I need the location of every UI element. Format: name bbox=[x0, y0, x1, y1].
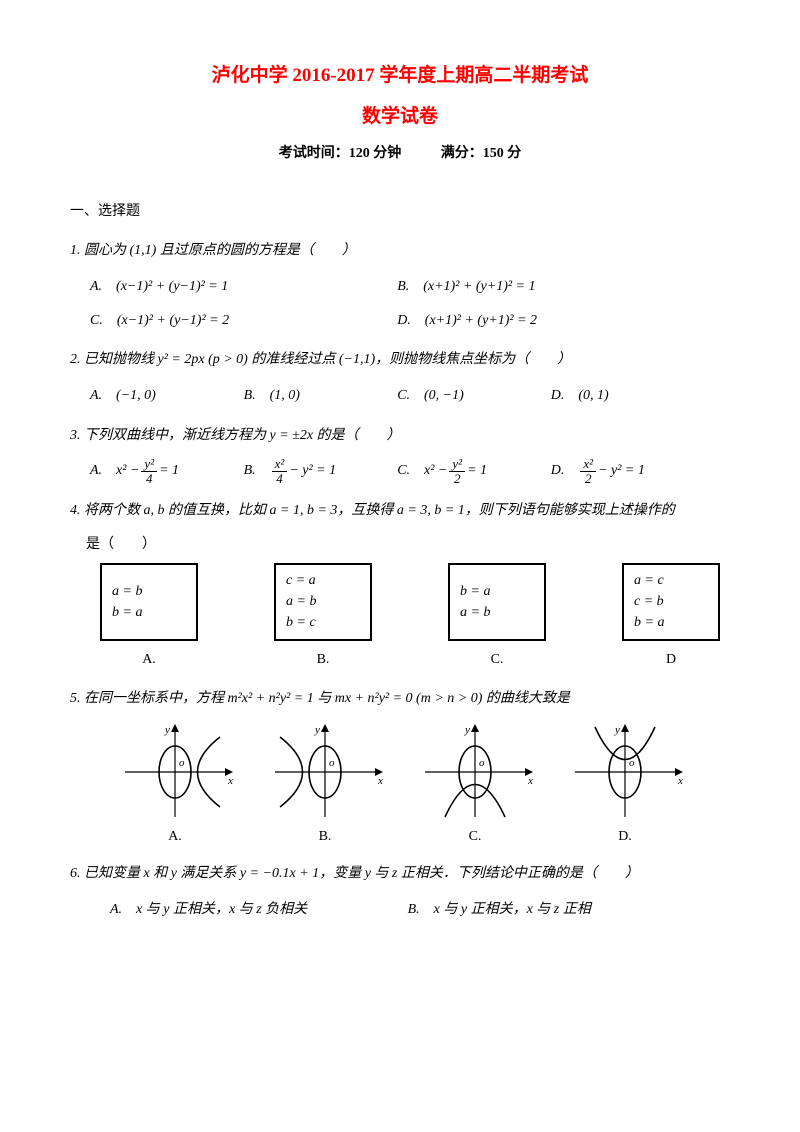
exam-score: 满分：150 分 bbox=[441, 146, 522, 161]
q3-d-pre: D. bbox=[551, 456, 579, 485]
q3-c-frac: y²2 bbox=[449, 457, 465, 485]
title-sub: 数学试卷 bbox=[70, 101, 730, 128]
svg-text:o: o bbox=[629, 757, 635, 769]
section-title: 一、选择题 bbox=[70, 200, 730, 220]
q3-c-pre: C. x² − bbox=[397, 456, 447, 485]
svg-text:x: x bbox=[377, 775, 383, 787]
svg-text:y: y bbox=[464, 724, 470, 736]
q3-opt-d: D. x²2 − y² = 1 bbox=[551, 454, 705, 488]
svg-text:o: o bbox=[329, 757, 335, 769]
q5-graph-a: o x y bbox=[105, 722, 245, 822]
q5-graphs: o x y o x y bbox=[100, 722, 700, 822]
q6-opt-a: A. x 与 y 正相关，x 与 z 负相关 bbox=[110, 893, 408, 927]
svg-text:o: o bbox=[179, 757, 185, 769]
q1-options: A. (x−1)² + (y−1)² = 1 B. (x+1)² + (y+1)… bbox=[90, 269, 730, 337]
svg-text:x: x bbox=[527, 775, 533, 787]
q3-options: A. x² − y²4 = 1 B. x²4 − y² = 1 C. x² − … bbox=[90, 454, 730, 488]
q4-text1: 4. 将两个数 a, b 的值互换，比如 a = 1, b = 3，互换得 a … bbox=[70, 496, 730, 525]
svg-text:x: x bbox=[227, 775, 233, 787]
exam-page: 泸化中学 2016-2017 学年度上期高二半期考试 数学试卷 考试时间：120… bbox=[0, 0, 800, 975]
q6-options: A. x 与 y 正相关，x 与 z 负相关 B. x 与 y 正相关，x 与 … bbox=[110, 893, 730, 927]
q1-opt-b: B. (x+1)² + (y+1)² = 1 bbox=[397, 269, 704, 303]
q6-opt-b: B. x 与 y 正相关，x 与 z 正相 bbox=[408, 893, 706, 927]
q2-text: 2. 已知抛物线 y² = 2px (p > 0) 的准线经过点 (−1,1)，… bbox=[70, 345, 730, 374]
q1-opt-c: C. (x−1)² + (y−1)² = 2 bbox=[90, 303, 397, 337]
q4-box-a: a = b b = a bbox=[100, 563, 198, 641]
q3-d-post: − y² = 1 bbox=[598, 456, 645, 485]
svg-text:o: o bbox=[479, 757, 485, 769]
q4-box-b: c = a a = b b = c bbox=[274, 563, 372, 641]
q2-opt-a: A. (−1, 0) bbox=[90, 379, 244, 413]
q3-a-pre: A. x² − bbox=[90, 456, 139, 485]
q3-a-frac: y²4 bbox=[141, 457, 157, 485]
q5-lbl-c: C. bbox=[405, 822, 545, 851]
q3-opt-a: A. x² − y²4 = 1 bbox=[90, 454, 244, 488]
q3-opt-b: B. x²4 − y² = 1 bbox=[244, 454, 398, 488]
q4-text2: 是（ ） bbox=[86, 530, 730, 559]
question-1: 1. 圆心为 (1,1) 且过原点的圆的方程是（ ） A. (x−1)² + (… bbox=[70, 236, 730, 337]
q3-text: 3. 下列双曲线中，渐近线方程为 y = ±2x 的是（ ） bbox=[70, 421, 730, 450]
q5-graph-c: o x y bbox=[405, 722, 545, 822]
q4-d-l2: c = b bbox=[634, 591, 708, 612]
q4-labels: A. B. C. D bbox=[100, 645, 720, 674]
svg-text:y: y bbox=[614, 724, 620, 736]
q4-lbl-b: B. bbox=[274, 645, 372, 674]
q5-text: 5. 在同一坐标系中，方程 m²x² + n²y² = 1 与 mx + n²y… bbox=[70, 684, 730, 713]
question-2: 2. 已知抛物线 y² = 2px (p > 0) 的准线经过点 (−1,1)，… bbox=[70, 345, 730, 412]
q3-c-post: = 1 bbox=[467, 456, 487, 485]
exam-time: 考试时间：120 分钟 bbox=[279, 146, 402, 161]
q4-b-l1: c = a bbox=[286, 570, 360, 591]
q4-boxes: a = b b = a c = a a = b b = c b = a a = … bbox=[100, 563, 720, 641]
q2-opt-c: C. (0, −1) bbox=[397, 379, 551, 413]
q1-text: 1. 圆心为 (1,1) 且过原点的圆的方程是（ ） bbox=[70, 236, 730, 265]
q4-d-l1: a = c bbox=[634, 570, 708, 591]
q2-opt-b: B. (1, 0) bbox=[244, 379, 398, 413]
q4-lbl-c: C. bbox=[448, 645, 546, 674]
q4-box-c: b = a a = b bbox=[448, 563, 546, 641]
q6-text: 6. 已知变量 x 和 y 满足关系 y = −0.1x + 1，变量 y 与 … bbox=[70, 859, 730, 888]
q4-lbl-a: A. bbox=[100, 645, 198, 674]
q2-opt-d: D. (0, 1) bbox=[551, 379, 705, 413]
question-5: 5. 在同一坐标系中，方程 m²x² + n²y² = 1 与 mx + n²y… bbox=[70, 684, 730, 851]
q3-a-post: = 1 bbox=[159, 456, 179, 485]
q4-b-l3: b = c bbox=[286, 612, 360, 633]
q4-box-d: a = c c = b b = a bbox=[622, 563, 720, 641]
svg-text:y: y bbox=[164, 724, 170, 736]
q5-lbl-a: A. bbox=[105, 822, 245, 851]
q4-c-l2: a = b bbox=[460, 602, 534, 623]
q3-b-frac: x²4 bbox=[272, 457, 288, 485]
q4-b-l2: a = b bbox=[286, 591, 360, 612]
svg-text:x: x bbox=[677, 775, 683, 787]
q4-a-l1: a = b bbox=[112, 581, 186, 602]
exam-info: 考试时间：120 分钟 满分：150 分 bbox=[70, 142, 730, 162]
svg-text:y: y bbox=[314, 724, 320, 736]
q1-opt-d: D. (x+1)² + (y+1)² = 2 bbox=[397, 303, 704, 337]
q3-b-post: − y² = 1 bbox=[289, 456, 336, 485]
q4-c-l1: b = a bbox=[460, 581, 534, 602]
q3-b-pre: B. bbox=[244, 456, 270, 485]
q4-a-l2: b = a bbox=[112, 602, 186, 623]
q5-graph-b: o x y bbox=[255, 722, 395, 822]
q3-d-frac: x²2 bbox=[580, 457, 596, 485]
q5-lbl-d: D. bbox=[555, 822, 695, 851]
q4-d-l3: b = a bbox=[634, 612, 708, 633]
q2-options: A. (−1, 0) B. (1, 0) C. (0, −1) D. (0, 1… bbox=[90, 379, 730, 413]
q3-opt-c: C. x² − y²2 = 1 bbox=[397, 454, 551, 488]
q5-graph-d: o x y bbox=[555, 722, 695, 822]
question-6: 6. 已知变量 x 和 y 满足关系 y = −0.1x + 1，变量 y 与 … bbox=[70, 859, 730, 926]
q5-labels: A. B. C. D. bbox=[100, 822, 700, 851]
q4-lbl-d: D bbox=[622, 645, 720, 674]
question-4: 4. 将两个数 a, b 的值互换，比如 a = 1, b = 3，互换得 a … bbox=[70, 496, 730, 674]
title-main: 泸化中学 2016-2017 学年度上期高二半期考试 bbox=[70, 60, 730, 87]
question-3: 3. 下列双曲线中，渐近线方程为 y = ±2x 的是（ ） A. x² − y… bbox=[70, 421, 730, 488]
q1-opt-a: A. (x−1)² + (y−1)² = 1 bbox=[90, 269, 397, 303]
q5-lbl-b: B. bbox=[255, 822, 395, 851]
